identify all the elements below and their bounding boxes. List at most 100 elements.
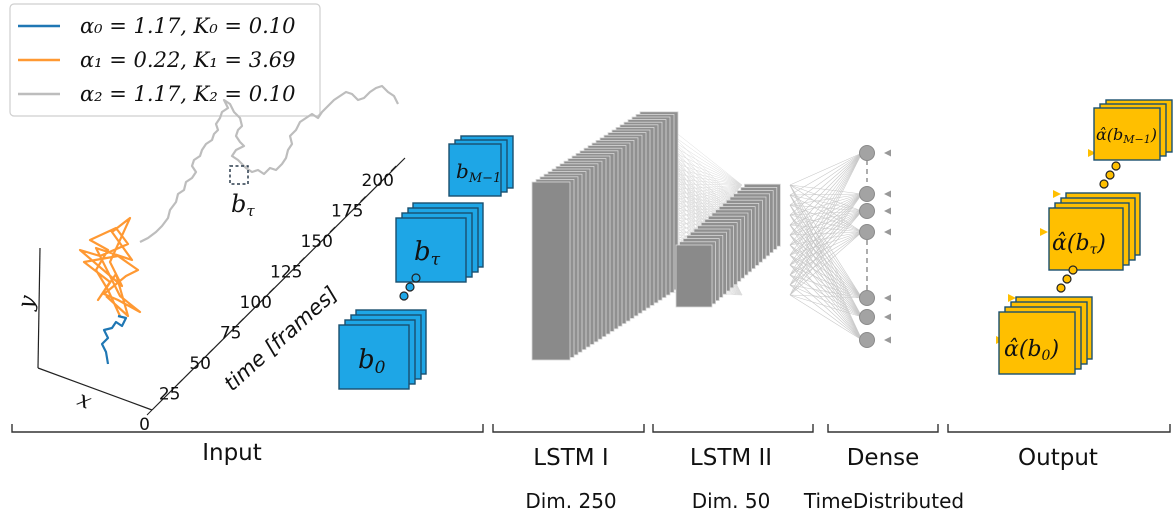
- connection-line: [789, 152, 863, 276]
- connection-line: [789, 204, 863, 212]
- connection-line: [789, 152, 863, 206]
- output-block-label-b0: α̂(b0): [1004, 337, 1059, 364]
- output-ellipsis-dot: [1105, 170, 1115, 180]
- input-ellipsis-dot: [405, 282, 415, 292]
- arrow-head: [1053, 190, 1061, 198]
- arrow-tail: [884, 228, 891, 236]
- connection-line: [789, 184, 863, 341]
- section-dim-lstm2: Dim. 50: [692, 489, 771, 513]
- dense-node: [859, 309, 875, 325]
- connection-line: [789, 214, 863, 341]
- connection-line: [789, 194, 863, 212]
- connection-line: [789, 264, 863, 341]
- y-axis-label: y: [13, 293, 41, 313]
- output-blocks: α̂(bM−1) α̂(bτ) α̂(b0): [998, 99, 1173, 375]
- x-axis-label: x: [73, 387, 95, 415]
- time-tick: [238, 318, 244, 324]
- x-axis-line: [37, 367, 153, 411]
- time-tick-label: 75: [220, 324, 242, 344]
- section-brackets: [11, 424, 1171, 433]
- input-ellipsis-dot: [399, 291, 409, 301]
- connection-line: [789, 204, 863, 341]
- section-label-output: Output: [1018, 445, 1098, 471]
- output-block-label-btau: α̂(bτ): [1052, 231, 1106, 258]
- input-block-b0: b0: [338, 309, 427, 390]
- arrow-tail: [884, 336, 891, 344]
- connection-line: [789, 184, 863, 318]
- time-tick-label: 125: [270, 263, 302, 283]
- connection-line: [789, 274, 863, 299]
- connection-line: [789, 264, 863, 318]
- bracket-dense: [827, 424, 939, 433]
- connection-line: [789, 214, 863, 299]
- connection-line: [789, 224, 863, 341]
- arrow-head: [1088, 149, 1096, 157]
- connection-line: [789, 231, 863, 286]
- output-block-bm1: α̂(bM−1): [1093, 99, 1173, 161]
- connection-line: [789, 204, 863, 318]
- connection-line: [789, 244, 863, 318]
- connection-line: [789, 152, 863, 196]
- connection-line: [789, 231, 863, 276]
- output-ellipsis-dot: [1062, 274, 1072, 284]
- connection-line: [789, 193, 863, 266]
- connection-line: [789, 152, 863, 216]
- connection-line: [789, 234, 863, 341]
- connection-line: [789, 231, 863, 296]
- output-block-b0: α̂(b0): [998, 296, 1093, 375]
- connection-line: [789, 234, 863, 318]
- dense-node: [859, 332, 875, 348]
- time-tick-label: 150: [301, 232, 333, 252]
- connection-line: [789, 152, 863, 226]
- legend-label-1: α₁ = 0.22, K₁ = 3.69: [80, 48, 295, 72]
- connection-line: [789, 194, 863, 318]
- time-tick: [146, 409, 153, 416]
- dense-layer: [859, 145, 1096, 348]
- connection-line: [789, 274, 863, 341]
- connection-line: [789, 152, 863, 266]
- section-label-dense: Dense: [847, 445, 920, 471]
- connection-line: [789, 231, 863, 236]
- bracket-input: [11, 424, 484, 433]
- section-label-lstm1: LSTM I: [533, 445, 608, 471]
- dense-node: [859, 186, 875, 202]
- lstm-unit: [675, 244, 713, 308]
- connection-line: [789, 214, 863, 318]
- time-tick-label: 50: [189, 354, 211, 374]
- section-label-lstm2: LSTM II: [690, 445, 772, 471]
- trajectory-blue: [100, 314, 128, 365]
- connection-line: [789, 210, 863, 246]
- connection-line: [789, 184, 863, 299]
- connection-line: [789, 210, 863, 216]
- connection-line: [789, 210, 863, 296]
- time-tick-label: 25: [159, 385, 181, 405]
- connection-line: [789, 204, 863, 299]
- time-tick: [177, 379, 183, 385]
- connection-line: [789, 193, 863, 276]
- time-tick: [390, 165, 397, 172]
- connection-line: [789, 193, 863, 286]
- connection-line: [789, 284, 863, 341]
- arrow-tail: [884, 149, 891, 157]
- time-tick-label: 200: [362, 171, 394, 191]
- time-tick-label: 100: [240, 293, 272, 313]
- input-block-label-b0: b0: [358, 345, 386, 378]
- trajectory-gray: [139, 84, 399, 243]
- connection-line: [789, 193, 863, 206]
- connection-line: [789, 193, 863, 296]
- arrow-head: [1040, 228, 1048, 236]
- connection-line: [789, 294, 863, 318]
- time-tick: [360, 196, 366, 202]
- output-ellipsis-dot: [1068, 265, 1078, 275]
- connection-line: [789, 152, 863, 296]
- connection-line: [789, 254, 863, 318]
- input-ellipsis-dot: [411, 273, 421, 283]
- connection-line: [789, 210, 863, 266]
- arrow-tail: [884, 207, 891, 215]
- arrow-tail: [884, 190, 891, 198]
- section-dim-lstm1: Dim. 250: [525, 489, 616, 513]
- connection-line: [789, 210, 863, 226]
- bracket-lstm2: [652, 424, 814, 433]
- time-tick: [268, 287, 275, 294]
- connection-line: [789, 244, 863, 341]
